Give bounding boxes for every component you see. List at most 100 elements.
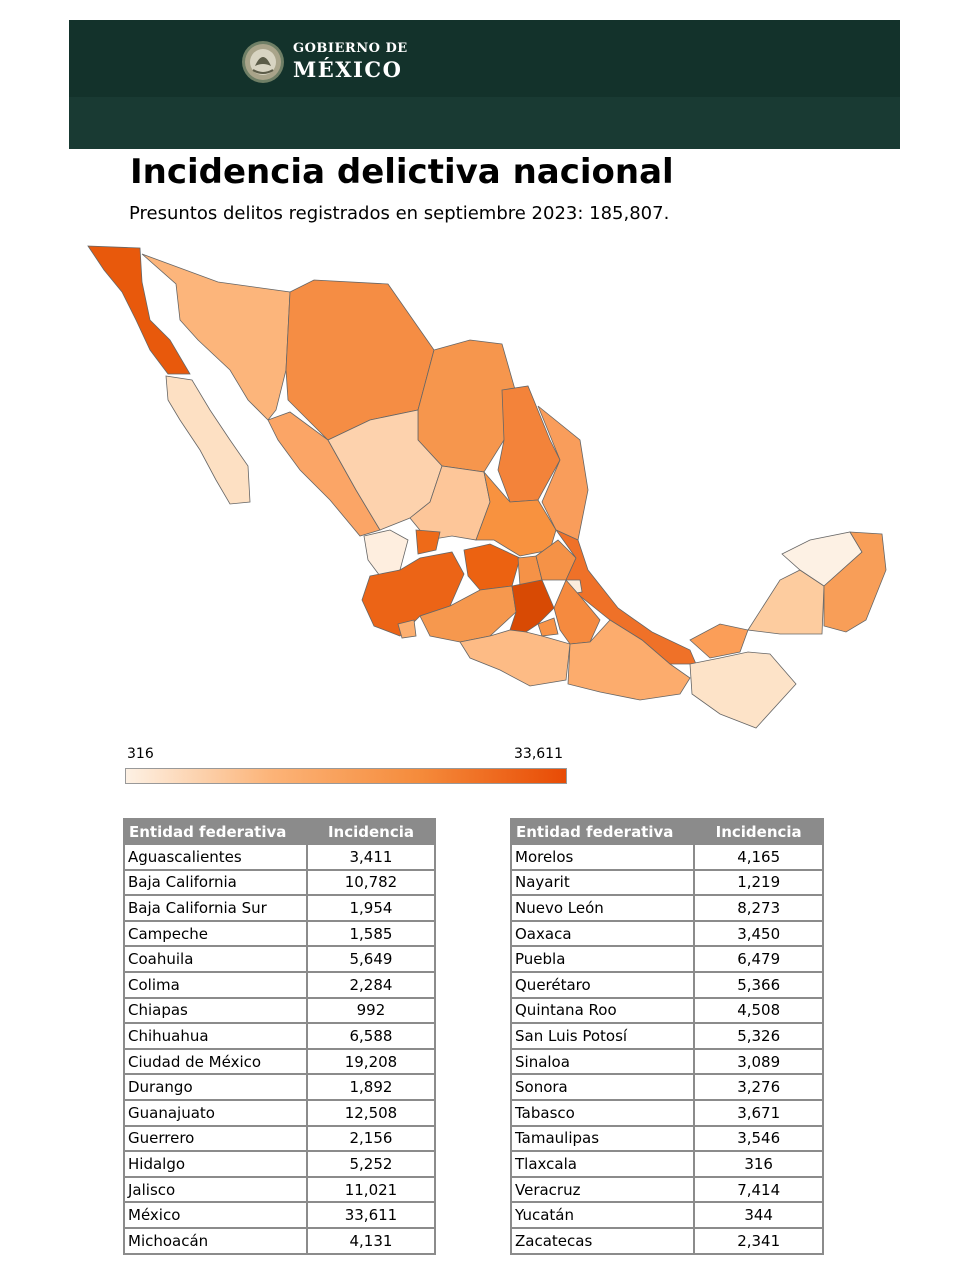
table-row: Colima 2,284 (123, 970, 437, 999)
cell-incidencia: 10,782 (305, 868, 437, 897)
cell-entidad: Morelos (509, 843, 696, 871)
table-row: Guanajuato 12,508 (123, 1098, 437, 1127)
mexico-choropleth-map (87, 245, 887, 729)
table-row: Nayarit 1,219 (509, 868, 824, 897)
table-row: Baja California 10,782 (123, 868, 437, 897)
table-row: Jalisco 11,021 (123, 1175, 437, 1204)
page-title: Incidencia delictiva nacional (130, 152, 674, 192)
cell-entidad: Chihuahua (123, 1022, 308, 1050)
cell-incidencia: 6,588 (305, 1022, 437, 1050)
cell-incidencia: 2,341 (693, 1226, 824, 1255)
cell-incidencia: 3,671 (693, 1098, 824, 1127)
cell-incidencia: 19,208 (305, 1047, 437, 1076)
table-row: Aguascalientes 3,411 (123, 843, 437, 871)
cell-entidad: Colima (123, 970, 308, 999)
cell-incidencia: 4,131 (305, 1226, 437, 1255)
table-row: Quintana Roo 4,508 (509, 996, 824, 1025)
state-tabasco (689, 623, 749, 659)
table-row: México 33,611 (123, 1201, 437, 1229)
cell-incidencia: 3,450 (693, 919, 824, 948)
col-header-incidencia: Incidencia (305, 818, 437, 845)
cell-entidad: Yucatán (509, 1201, 696, 1229)
cell-entidad: Guanajuato (123, 1098, 308, 1127)
table-row: Puebla 6,479 (509, 945, 824, 973)
table-row: Chihuahua 6,588 (123, 1022, 437, 1050)
table-row: San Luis Potosí 5,326 (509, 1022, 824, 1050)
cell-entidad: Chiapas (123, 996, 308, 1025)
table-row: Tamaulipas 3,546 (509, 1124, 824, 1153)
page-subtitle: Presuntos delitos registrados en septiem… (129, 203, 670, 224)
table-header-row: Entidad federativa Incidencia (123, 818, 437, 845)
cell-entidad: Querétaro (509, 970, 696, 999)
cell-incidencia: 1,585 (305, 919, 437, 948)
table-row: Nuevo León 8,273 (509, 894, 824, 922)
table-row: Baja California Sur 1,954 (123, 894, 437, 922)
org-name-line2: MÉXICO (293, 57, 403, 82)
legend-color-scale (125, 768, 567, 784)
cell-incidencia: 2,284 (305, 970, 437, 999)
table-row: Durango 1,892 (123, 1073, 437, 1101)
cell-incidencia: 992 (305, 996, 437, 1025)
cell-incidencia: 5,252 (305, 1150, 437, 1178)
col-header-entidad: Entidad federativa (123, 818, 308, 845)
cell-incidencia: 2,156 (305, 1124, 437, 1153)
cell-incidencia: 5,326 (693, 1022, 824, 1050)
cell-incidencia: 5,649 (305, 945, 437, 973)
state-baja-california-sur (165, 375, 251, 505)
state-morelos (537, 617, 559, 637)
col-header-entidad: Entidad federativa (509, 818, 696, 845)
cell-entidad: México (123, 1201, 308, 1229)
cell-incidencia: 6,479 (693, 945, 824, 973)
cell-entidad: Campeche (123, 919, 308, 948)
cell-incidencia: 12,508 (305, 1098, 437, 1127)
table-row: Tabasco 3,671 (509, 1098, 824, 1127)
table-row: Chiapas 992 (123, 996, 437, 1025)
table-header-row: Entidad federativa Incidencia (509, 818, 824, 845)
cell-entidad: Durango (123, 1073, 308, 1101)
cell-incidencia: 4,508 (693, 996, 824, 1025)
cell-entidad: Puebla (509, 945, 696, 973)
state-chiapas (689, 651, 797, 729)
cell-incidencia: 8,273 (693, 894, 824, 922)
col-header-incidencia: Incidencia (693, 818, 824, 845)
cell-entidad: Quintana Roo (509, 996, 696, 1025)
cell-incidencia: 5,366 (693, 970, 824, 999)
legend-max-label: 33,611 (514, 746, 563, 762)
cell-entidad: Baja California Sur (123, 894, 308, 922)
state-aguascalientes (415, 529, 441, 555)
table-row: Sonora 3,276 (509, 1073, 824, 1101)
cell-entidad: Michoacán (123, 1226, 308, 1255)
cell-entidad: Tabasco (509, 1098, 696, 1127)
cell-entidad: Tlaxcala (509, 1150, 696, 1178)
cell-incidencia: 7,414 (693, 1175, 824, 1204)
state-sinaloa (267, 411, 381, 537)
table-row: Guerrero 2,156 (123, 1124, 437, 1153)
cell-entidad: Sonora (509, 1073, 696, 1101)
state-san-luis-potosi (475, 470, 557, 557)
cell-entidad: Aguascalientes (123, 843, 308, 871)
eagle-seal-icon (242, 41, 284, 83)
cell-incidencia: 3,276 (693, 1073, 824, 1101)
table-row: Ciudad de México 19,208 (123, 1047, 437, 1076)
cell-entidad: San Luis Potosí (509, 1022, 696, 1050)
state-baja-california (87, 245, 191, 375)
cell-incidencia: 11,021 (305, 1175, 437, 1204)
cell-incidencia: 3,546 (693, 1124, 824, 1153)
state-mexico (509, 579, 555, 633)
table-row: Tlaxcala 316 (509, 1150, 824, 1178)
cell-incidencia: 3,089 (693, 1047, 824, 1076)
table-row: Zacatecas 2,341 (509, 1226, 824, 1255)
cell-entidad: Oaxaca (509, 919, 696, 948)
state-oaxaca (567, 619, 691, 701)
cell-incidencia: 1,954 (305, 894, 437, 922)
cell-entidad: Hidalgo (123, 1150, 308, 1178)
cell-incidencia: 316 (693, 1150, 824, 1178)
cell-entidad: Zacatecas (509, 1226, 696, 1255)
state-sonora (141, 253, 291, 421)
incidence-table-left: Entidad federativa Incidencia Aguascalie… (123, 818, 437, 1255)
legend-min-label: 316 (127, 746, 154, 762)
state-quintana-roo (823, 531, 887, 633)
cell-entidad: Nuevo León (509, 894, 696, 922)
table-row: Veracruz 7,414 (509, 1175, 824, 1204)
cell-entidad: Guerrero (123, 1124, 308, 1153)
